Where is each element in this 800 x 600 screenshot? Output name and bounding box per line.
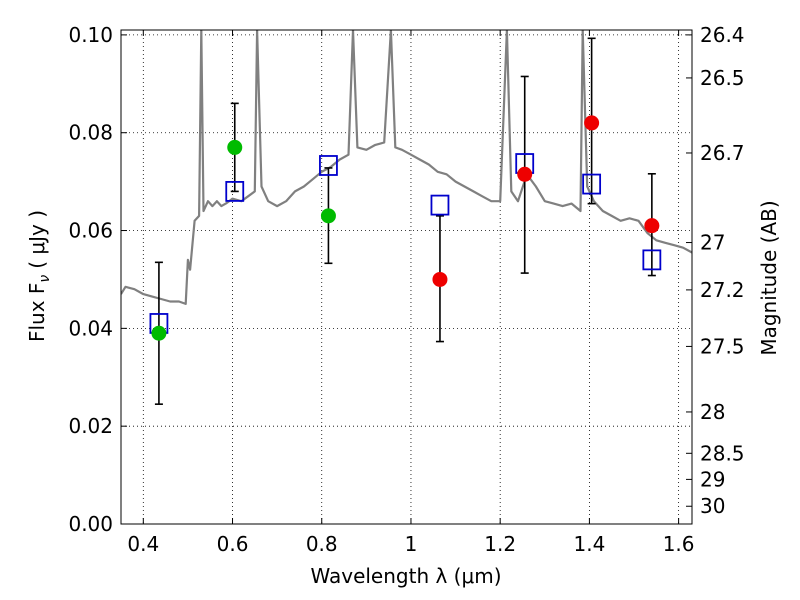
y2-axis-label: Magnitude (AB) — [757, 200, 781, 355]
y-axis-label: Flux Fν ( μJy ) — [25, 210, 53, 342]
x-tick-label: 1 — [405, 532, 418, 556]
y-tick-label: 0.08 — [68, 121, 113, 145]
red-point-2 — [584, 115, 600, 131]
plot-frame — [120, 29, 693, 525]
model-photometry-square-3 — [430, 194, 450, 216]
model-photometry-square-6 — [642, 249, 662, 271]
y-axis-label-unit: ( μJy ) — [25, 210, 49, 269]
y2-tick-label: 30 — [700, 494, 725, 518]
x-tick-label: 0.8 — [306, 532, 338, 556]
y2-tick-label: 27 — [700, 231, 725, 255]
model-photometry-square-5 — [582, 173, 602, 195]
x-axis-label: Wavelength λ (μm) — [310, 564, 501, 588]
y-tick-label: 0.10 — [68, 23, 113, 47]
y2-tick-label: 27.5 — [700, 334, 745, 358]
y2-tick-label: 28 — [700, 400, 725, 424]
y-axis-label-subscript: ν — [37, 275, 53, 283]
red-point-3 — [644, 218, 660, 234]
plot-area — [121, 30, 692, 405]
x-tick-label: 0.6 — [217, 532, 249, 556]
green-point-2 — [320, 208, 336, 224]
x-tick-label: 1.2 — [484, 532, 516, 556]
red-point-0 — [432, 271, 448, 287]
y2-tick-label: 26.7 — [700, 141, 745, 165]
green-point-1 — [227, 139, 243, 155]
model-photometry-square-2 — [319, 155, 338, 176]
axes: 0.4 0.6 0.8 1 1.2 1.4 1.6 0.00 0.02 0.04 0.06 0.08 0… — [68, 23, 744, 556]
y2-tick-label: 29 — [700, 467, 725, 491]
y-axis-label-main: Flux F — [25, 283, 49, 342]
y-tick-label: 0.00 — [68, 512, 113, 536]
y-axis-label-group: Flux Fν ( μJy ) — [25, 210, 53, 342]
y2-axis-label-group: Magnitude (AB) — [757, 200, 781, 355]
x-tick-label: 1.4 — [573, 532, 605, 556]
y2-tick-label: 28.5 — [700, 441, 745, 465]
x-tick-label: 0.4 — [127, 532, 159, 556]
y-tick-label: 0.04 — [68, 316, 113, 340]
green-point-0 — [151, 325, 167, 341]
red-point-1 — [517, 166, 533, 182]
y-tick-label: 0.06 — [68, 219, 113, 243]
y2-tick-label: 27.2 — [700, 278, 745, 302]
y-tick-label: 0.02 — [68, 414, 113, 438]
x-tick-label: 1.6 — [663, 532, 695, 556]
y2-tick-label: 26.4 — [700, 23, 745, 47]
y2-tick-label: 26.5 — [700, 66, 745, 90]
model-photometry-square-1 — [225, 181, 245, 202]
model-spectrum-line — [121, 30, 692, 305]
